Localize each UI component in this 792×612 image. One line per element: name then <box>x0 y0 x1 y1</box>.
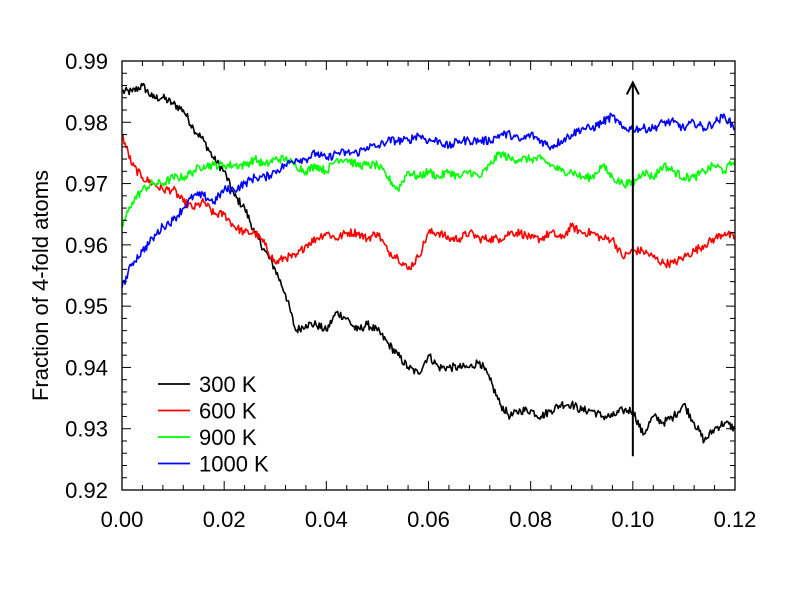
y-tick-label: 0.92 <box>65 478 108 503</box>
legend-entry-label: 1000 K <box>199 452 269 477</box>
x-tick-label: 0.12 <box>714 507 757 532</box>
y-tick-label: 0.95 <box>65 294 108 319</box>
series-line-1000-k <box>121 112 736 288</box>
y-tick-label: 0.94 <box>65 355 108 380</box>
y-tick-label: 0.99 <box>65 49 108 74</box>
x-tick-label: 0.10 <box>611 507 654 532</box>
legend-entry-label: 300 K <box>199 372 257 397</box>
annotation-layer <box>625 80 640 457</box>
arrow-head <box>625 80 640 95</box>
x-tick-label: 0.08 <box>509 507 552 532</box>
legend-entry-label: 600 K <box>199 399 257 424</box>
legend-entry-label: 900 K <box>199 425 257 450</box>
x-tick-label: 0.00 <box>101 507 144 532</box>
y-tick-label: 0.97 <box>65 172 108 197</box>
x-tick-label: 0.02 <box>203 507 246 532</box>
x-tick-label: 0.06 <box>407 507 450 532</box>
y-axis-label: Fraction of 4-fold atoms <box>28 170 53 401</box>
ticks-layer: 0.00 0.02 0.04 0.06 0.08 0.10 0.12 0.92 0.93 0.94… <box>65 49 756 532</box>
y-tick-label: 0.96 <box>65 233 108 258</box>
series-line-900-k <box>121 151 736 228</box>
x-tick-label: 0.04 <box>305 507 348 532</box>
y-tick-label: 0.98 <box>65 110 108 135</box>
y-tick-label: 0.93 <box>65 417 108 442</box>
